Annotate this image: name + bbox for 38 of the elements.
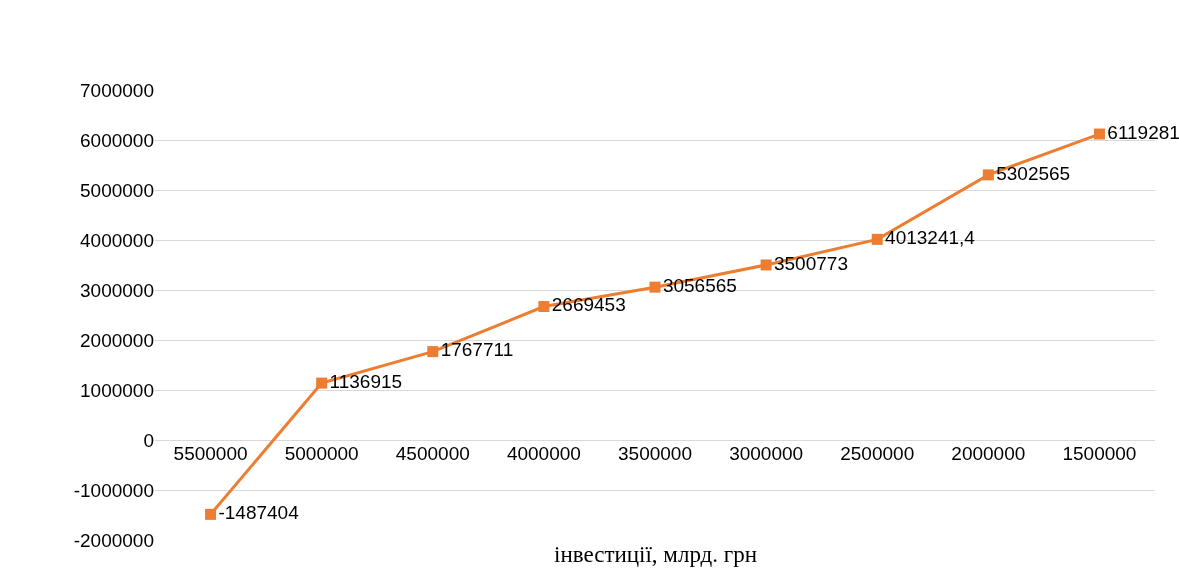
data-label: 6119281 — [1107, 121, 1179, 143]
data-label: 4013241,4 — [885, 227, 976, 249]
data-label: 3500773 — [773, 252, 848, 274]
point — [316, 377, 328, 389]
y-tick-label: 5000000 — [80, 179, 154, 201]
y-tick-label: -1000000 — [73, 479, 154, 501]
y-tick-label: 1000000 — [80, 379, 154, 401]
x-axis-title: інвестиції, млрд. грн — [554, 542, 758, 567]
data-label: 1136915 — [329, 370, 403, 392]
data-label: 2669453 — [551, 294, 626, 316]
y-tick-label: 6000000 — [80, 129, 154, 151]
data-label: 3056565 — [662, 274, 737, 296]
point — [1093, 128, 1105, 140]
x-tick-label: 5000000 — [284, 443, 359, 464]
x-tick-label: 2500000 — [840, 443, 915, 464]
point — [538, 301, 550, 313]
y-tick-label: 4000000 — [80, 229, 154, 251]
point — [982, 169, 994, 181]
point — [760, 259, 772, 271]
data-label: -1487404 — [218, 502, 300, 524]
data-label: 5302565 — [996, 162, 1071, 184]
y-tick-label: 3000000 — [80, 279, 154, 301]
x-tick-label: 1500000 — [1062, 443, 1137, 464]
point — [649, 281, 661, 293]
point — [427, 346, 439, 358]
point — [205, 508, 217, 520]
x-tick-label: 4500000 — [395, 443, 470, 464]
point — [871, 233, 883, 245]
x-tick-label: 3000000 — [729, 443, 804, 464]
x-tick-label: 2000000 — [951, 443, 1026, 464]
x-tick-label: 3500000 — [618, 443, 692, 464]
y-tick-label: 7000000 — [80, 79, 154, 101]
data-label: 1767711 — [440, 339, 514, 361]
x-tick-label: 4000000 — [506, 443, 581, 464]
y-tick-label: 2000000 — [80, 329, 154, 351]
y-tick-label: -2000000 — [73, 529, 154, 551]
x-tick-label: 5500000 — [173, 443, 248, 464]
y-tick-label: 0 — [143, 429, 154, 451]
